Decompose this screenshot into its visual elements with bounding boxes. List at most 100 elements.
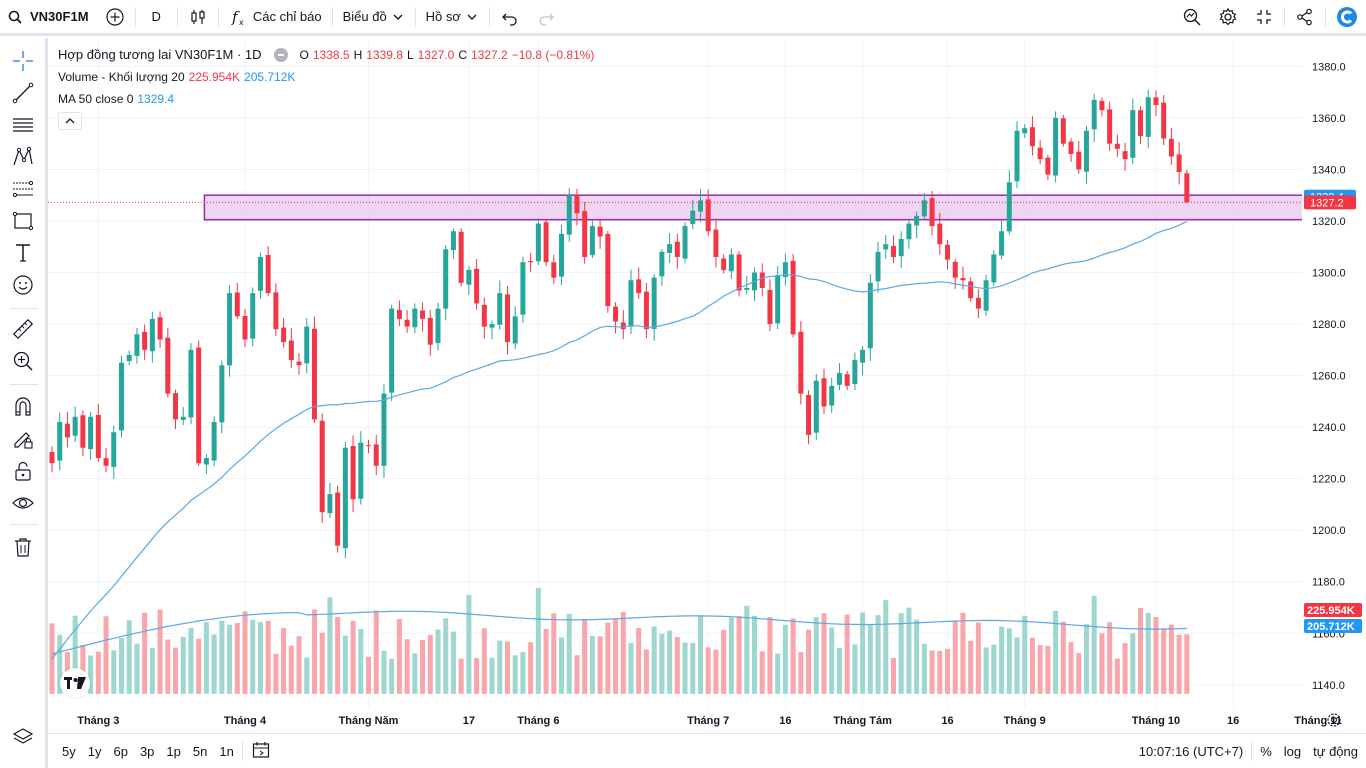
axis-settings-button[interactable]: [1326, 712, 1342, 731]
zone-rect[interactable]: [203, 194, 1337, 221]
range-button[interactable]: 5n: [192, 743, 208, 759]
shapes-tool[interactable]: [8, 206, 38, 236]
volume-bar: [196, 638, 202, 694]
market-status-icon[interactable]: [273, 48, 288, 62]
magnet-tool[interactable]: [8, 392, 38, 422]
interval-button[interactable]: D: [151, 9, 161, 24]
time-tick-label: Tháng Tám: [833, 715, 892, 727]
text-icon: [16, 244, 30, 262]
price-tick-label: 1340.0: [1312, 164, 1346, 176]
volume-bar: [983, 647, 989, 694]
volume-bar: [1006, 628, 1012, 694]
visibility-tool[interactable]: [8, 488, 38, 518]
tradingview-logo[interactable]: [60, 668, 90, 698]
emoji-tool[interactable]: [8, 270, 38, 300]
object-tree-tool[interactable]: [8, 722, 38, 752]
candle-body: [257, 257, 263, 291]
candle-body: [945, 244, 951, 260]
range-button[interactable]: 5y: [62, 743, 76, 759]
candle-body: [404, 319, 410, 327]
settings-button[interactable]: [1210, 0, 1246, 34]
volume-bar: [728, 617, 734, 694]
crosshair-tool[interactable]: [8, 46, 38, 76]
close-label: C: [458, 48, 467, 62]
share-button[interactable]: [1287, 0, 1323, 34]
price-chart[interactable]: 1380.0 1360.0 1340.0 1320.0 1300.0 1280.0 1260…: [48, 38, 1366, 727]
range-button[interactable]: 3p: [139, 743, 155, 759]
volume-bar: [389, 658, 395, 694]
volume-bar: [188, 627, 194, 694]
candle-body: [1099, 100, 1105, 111]
candle: [674, 233, 680, 269]
candle-body: [173, 393, 179, 420]
quick-search-button[interactable]: [1174, 0, 1210, 34]
trend-line-tool[interactable]: [8, 78, 38, 108]
candle-body: [435, 308, 441, 344]
candle: [759, 263, 765, 297]
candle-body: [852, 360, 858, 385]
volume-bar: [1099, 633, 1105, 694]
fib-tool[interactable]: [8, 174, 38, 204]
range-button[interactable]: 1p: [166, 743, 181, 759]
pattern-tool[interactable]: [8, 142, 38, 172]
chart-style-button[interactable]: [180, 0, 216, 34]
range-button[interactable]: 6p: [113, 743, 128, 759]
price-tick-label: 1320.0: [1312, 216, 1346, 228]
price-axis[interactable]: 1380.0 1360.0 1340.0 1320.0 1300.0 1280.0 1260…: [1302, 38, 1366, 708]
volume-bar: [450, 631, 456, 694]
fullscreen-button[interactable]: [1246, 0, 1282, 34]
candle-body: [126, 354, 132, 362]
toolbar-divider: [488, 6, 490, 27]
price-zone-rectangle[interactable]: [203, 194, 1337, 221]
legend-collapse-button[interactable]: [58, 112, 82, 130]
percent-toggle[interactable]: %: [1260, 743, 1272, 759]
pattern-icon: [13, 146, 33, 166]
drawing-mode-tool[interactable]: [8, 424, 38, 454]
volume-bar: [1138, 607, 1144, 694]
svg-text:x: x: [239, 18, 244, 27]
volume-label[interactable]: Volume - Khối lượng 20: [58, 70, 185, 84]
time-axis[interactable]: Tháng 3 Tháng 4 Tháng Năm 17 Tháng 6 Tháng 7 1…: [77, 715, 1342, 727]
undo-button[interactable]: [492, 0, 528, 34]
volume-bar: [752, 615, 758, 694]
candle-body: [952, 261, 958, 278]
horizontal-lines-tool[interactable]: [8, 110, 38, 140]
log-toggle[interactable]: log: [1283, 743, 1302, 759]
range-button[interactable]: 1y: [87, 743, 102, 759]
toolbar-divider: [176, 6, 178, 27]
auto-scale-toggle[interactable]: tự động: [1313, 743, 1358, 759]
ma-label[interactable]: MA 50 close 0: [58, 92, 134, 106]
volume-value: 225.954K: [188, 70, 241, 84]
volume-bar: [574, 655, 580, 694]
symbol-search[interactable]: VN30F1M: [0, 0, 97, 34]
timezone-clock[interactable]: 10:07:16 (UTC+7): [1138, 743, 1244, 759]
brand-logo[interactable]: [1328, 0, 1366, 34]
candle-body: [613, 306, 619, 322]
chevron-up-icon: [65, 118, 75, 124]
candle: [1014, 121, 1020, 189]
price-badge-bg: [1304, 195, 1356, 210]
volume-bar: [520, 652, 526, 694]
compare-add-button[interactable]: [97, 0, 133, 34]
measure-tool[interactable]: [8, 314, 38, 344]
redo-button[interactable]: [528, 0, 564, 34]
text-tool[interactable]: [8, 238, 38, 268]
chart-type-dropdown[interactable]: Biểu đồ: [335, 0, 413, 34]
profile-dropdown[interactable]: Hồ sơ: [418, 0, 487, 34]
candle: [628, 269, 634, 335]
volume-bar: [88, 655, 94, 694]
legend-title[interactable]: Hợp đồng tương lai VN30F1M · 1D: [58, 47, 262, 62]
volume-bar: [806, 629, 812, 694]
delete-tool[interactable]: [8, 532, 38, 562]
chart-type-label: Biểu đồ: [342, 9, 387, 24]
volume-bar: [149, 647, 155, 694]
candle: [890, 235, 896, 264]
lock-tool[interactable]: [8, 456, 38, 486]
candle-body: [1161, 102, 1167, 139]
goto-date-button[interactable]: [245, 740, 277, 763]
candle-body: [350, 446, 356, 500]
candle: [1184, 169, 1190, 203]
range-button[interactable]: 1n: [219, 743, 234, 759]
zoom-tool[interactable]: [8, 346, 38, 376]
